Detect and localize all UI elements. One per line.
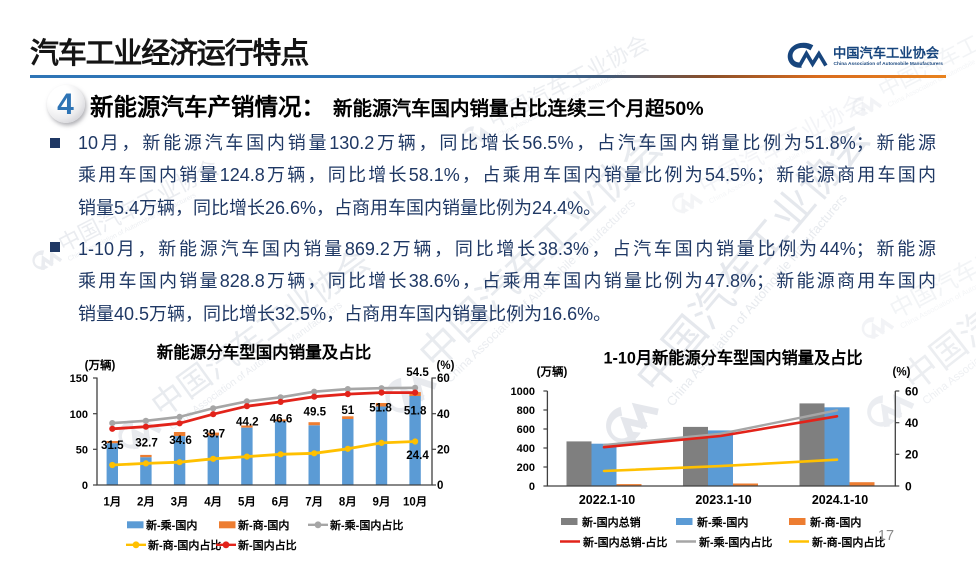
svg-text:9月: 9月 (373, 496, 391, 509)
svg-text:新-商-国内: 新-商-国内 (810, 515, 861, 529)
svg-text:1月: 1月 (103, 496, 121, 509)
svg-text:100: 100 (70, 409, 88, 421)
svg-text:新能源分车型国内销量及占比: 新能源分车型国内销量及占比 (157, 342, 372, 362)
svg-text:40: 40 (905, 416, 919, 430)
svg-text:2022.1-10: 2022.1-10 (579, 493, 635, 507)
svg-text:20: 20 (437, 445, 450, 457)
svg-text:51.8: 51.8 (404, 405, 427, 418)
svg-text:0: 0 (529, 481, 535, 493)
svg-text:31.5: 31.5 (101, 439, 124, 452)
svg-text:7月: 7月 (305, 496, 323, 509)
svg-text:17: 17 (878, 528, 894, 544)
svg-text:新-国内占比: 新-国内占比 (238, 538, 297, 552)
svg-text:50: 50 (76, 445, 88, 457)
svg-text:新-商-国内: 新-商-国内 (238, 518, 289, 532)
svg-text:新-乘-国内: 新-乘-国内 (146, 518, 197, 532)
svg-text:(万辆): (万辆) (85, 358, 116, 372)
svg-text:2月: 2月 (137, 496, 155, 509)
svg-text:49.5: 49.5 (304, 406, 327, 419)
svg-text:51.8: 51.8 (369, 402, 392, 415)
svg-text:0: 0 (82, 480, 88, 492)
svg-text:34.6: 34.6 (169, 434, 192, 447)
svg-text:10月: 10月 (403, 496, 427, 509)
svg-text:0: 0 (437, 480, 443, 492)
svg-text:20: 20 (905, 448, 919, 462)
svg-text:8月: 8月 (339, 496, 357, 509)
svg-text:1000: 1000 (511, 386, 535, 398)
svg-text:3月: 3月 (171, 496, 189, 509)
svg-text:新-乘-国内占比: 新-乘-国内占比 (330, 518, 403, 532)
svg-text:200: 200 (517, 462, 535, 474)
svg-text:新-国内总销-占比: 新-国内总销-占比 (583, 535, 667, 549)
svg-text:中国汽车工业协会: 中国汽车工业协会 (833, 45, 940, 61)
svg-text:新-乘-国内: 新-乘-国内 (697, 515, 748, 529)
svg-text:54.5: 54.5 (406, 366, 429, 379)
svg-text:新-商-国内占比: 新-商-国内占比 (148, 538, 221, 552)
svg-text:(%): (%) (437, 360, 455, 372)
svg-text:32.7: 32.7 (135, 436, 158, 449)
svg-text:600: 600 (517, 424, 535, 436)
svg-text:4月: 4月 (204, 496, 222, 509)
svg-text:39.7: 39.7 (203, 427, 226, 440)
svg-text:51: 51 (341, 404, 354, 417)
svg-text:2024.1-10: 2024.1-10 (812, 493, 868, 507)
svg-text:40: 40 (437, 409, 450, 421)
svg-text:46.6: 46.6 (270, 412, 293, 425)
svg-text:2023.1-10: 2023.1-10 (695, 493, 751, 507)
svg-text:24.4: 24.4 (406, 449, 429, 462)
svg-text:5月: 5月 (238, 496, 256, 509)
svg-text:1-10月新能源分车型国内销量及占比: 1-10月新能源分车型国内销量及占比 (603, 349, 862, 368)
svg-text:(万辆): (万辆) (537, 365, 568, 379)
svg-text:(%): (%) (893, 367, 911, 379)
svg-text:150: 150 (70, 373, 88, 385)
svg-text:6月: 6月 (272, 496, 290, 509)
svg-text:800: 800 (517, 405, 535, 417)
svg-text:60: 60 (437, 373, 450, 385)
svg-text:新-乘-国内占比: 新-乘-国内占比 (699, 535, 772, 549)
svg-text:新-国内总销: 新-国内总销 (582, 515, 641, 529)
svg-text:新-商-国内占比: 新-商-国内占比 (812, 535, 885, 549)
svg-text:44.2: 44.2 (236, 415, 259, 428)
svg-text:China Association of Automobil: China Association of Automobile Manufact… (834, 61, 944, 67)
svg-text:0: 0 (905, 479, 912, 493)
svg-text:400: 400 (517, 443, 535, 455)
svg-text:60: 60 (905, 384, 919, 398)
